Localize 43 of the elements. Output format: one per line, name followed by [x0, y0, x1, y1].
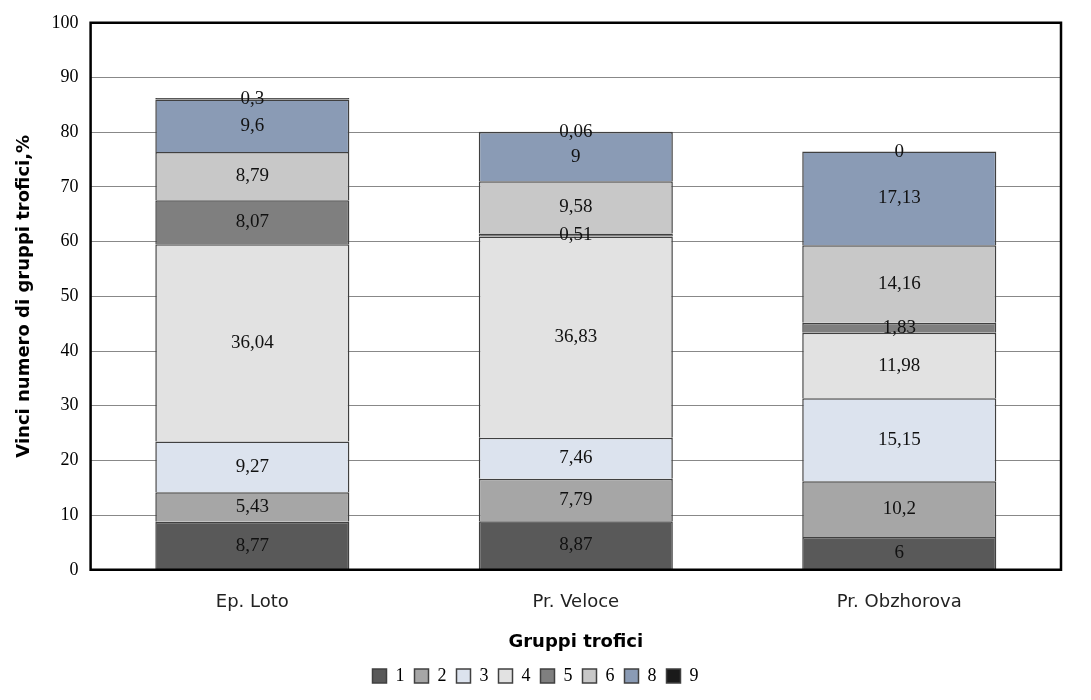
y-tick-label: 40	[60, 339, 79, 360]
data-label: 8,87	[559, 533, 593, 555]
data-label: 8,07	[235, 210, 269, 232]
y-axis-title: Vinci numero di gruppi trofici,%	[12, 134, 34, 458]
legend-label: 6	[605, 664, 615, 685]
y-tick-label: 90	[60, 66, 79, 87]
data-label: 7,46	[559, 446, 593, 468]
data-label: 9	[571, 144, 581, 166]
data-label: 9,58	[559, 195, 593, 217]
data-label: 15,15	[877, 427, 921, 449]
legend-label: 5	[563, 664, 573, 685]
data-label: 36,83	[554, 325, 598, 347]
data-label: 5,43	[235, 494, 269, 516]
data-label: 9,6	[240, 113, 265, 135]
y-tick-label: 70	[60, 175, 79, 196]
data-label: 14,16	[877, 272, 921, 294]
data-label: 9,27	[235, 454, 269, 476]
y-tick-label: 20	[60, 449, 79, 470]
legend-label: 4	[521, 664, 531, 685]
data-label: 11,98	[878, 353, 921, 375]
data-label: 10,2	[882, 497, 916, 519]
x-tick-label: Pr. Obzhorova	[836, 590, 962, 612]
y-tick-label: 50	[60, 285, 79, 306]
x-tick-label: Ep. Loto	[215, 590, 289, 612]
y-tick-label: 80	[60, 120, 79, 141]
legend-label: 8	[647, 664, 657, 685]
data-label: 6	[894, 541, 905, 563]
x-axis-title: Gruppi trofici	[508, 629, 644, 651]
legend-label: 9	[689, 664, 699, 685]
legend-label: 2	[437, 664, 447, 685]
y-tick-label: 0	[69, 558, 79, 579]
data-label: 36,04	[230, 330, 275, 352]
x-tick-label: Pr. Veloce	[532, 590, 620, 612]
data-label: 17,13	[877, 186, 921, 208]
y-tick-label: 30	[60, 394, 79, 415]
y-tick-label: 10	[60, 503, 79, 524]
legend-label: 1	[395, 664, 405, 685]
y-tick-label: 100	[51, 11, 79, 32]
data-label: 8,79	[235, 164, 269, 186]
y-tick-label: 60	[60, 230, 79, 251]
data-label: 8,77	[235, 533, 269, 555]
data-label: 7,79	[559, 487, 593, 509]
legend-label: 3	[479, 664, 489, 685]
